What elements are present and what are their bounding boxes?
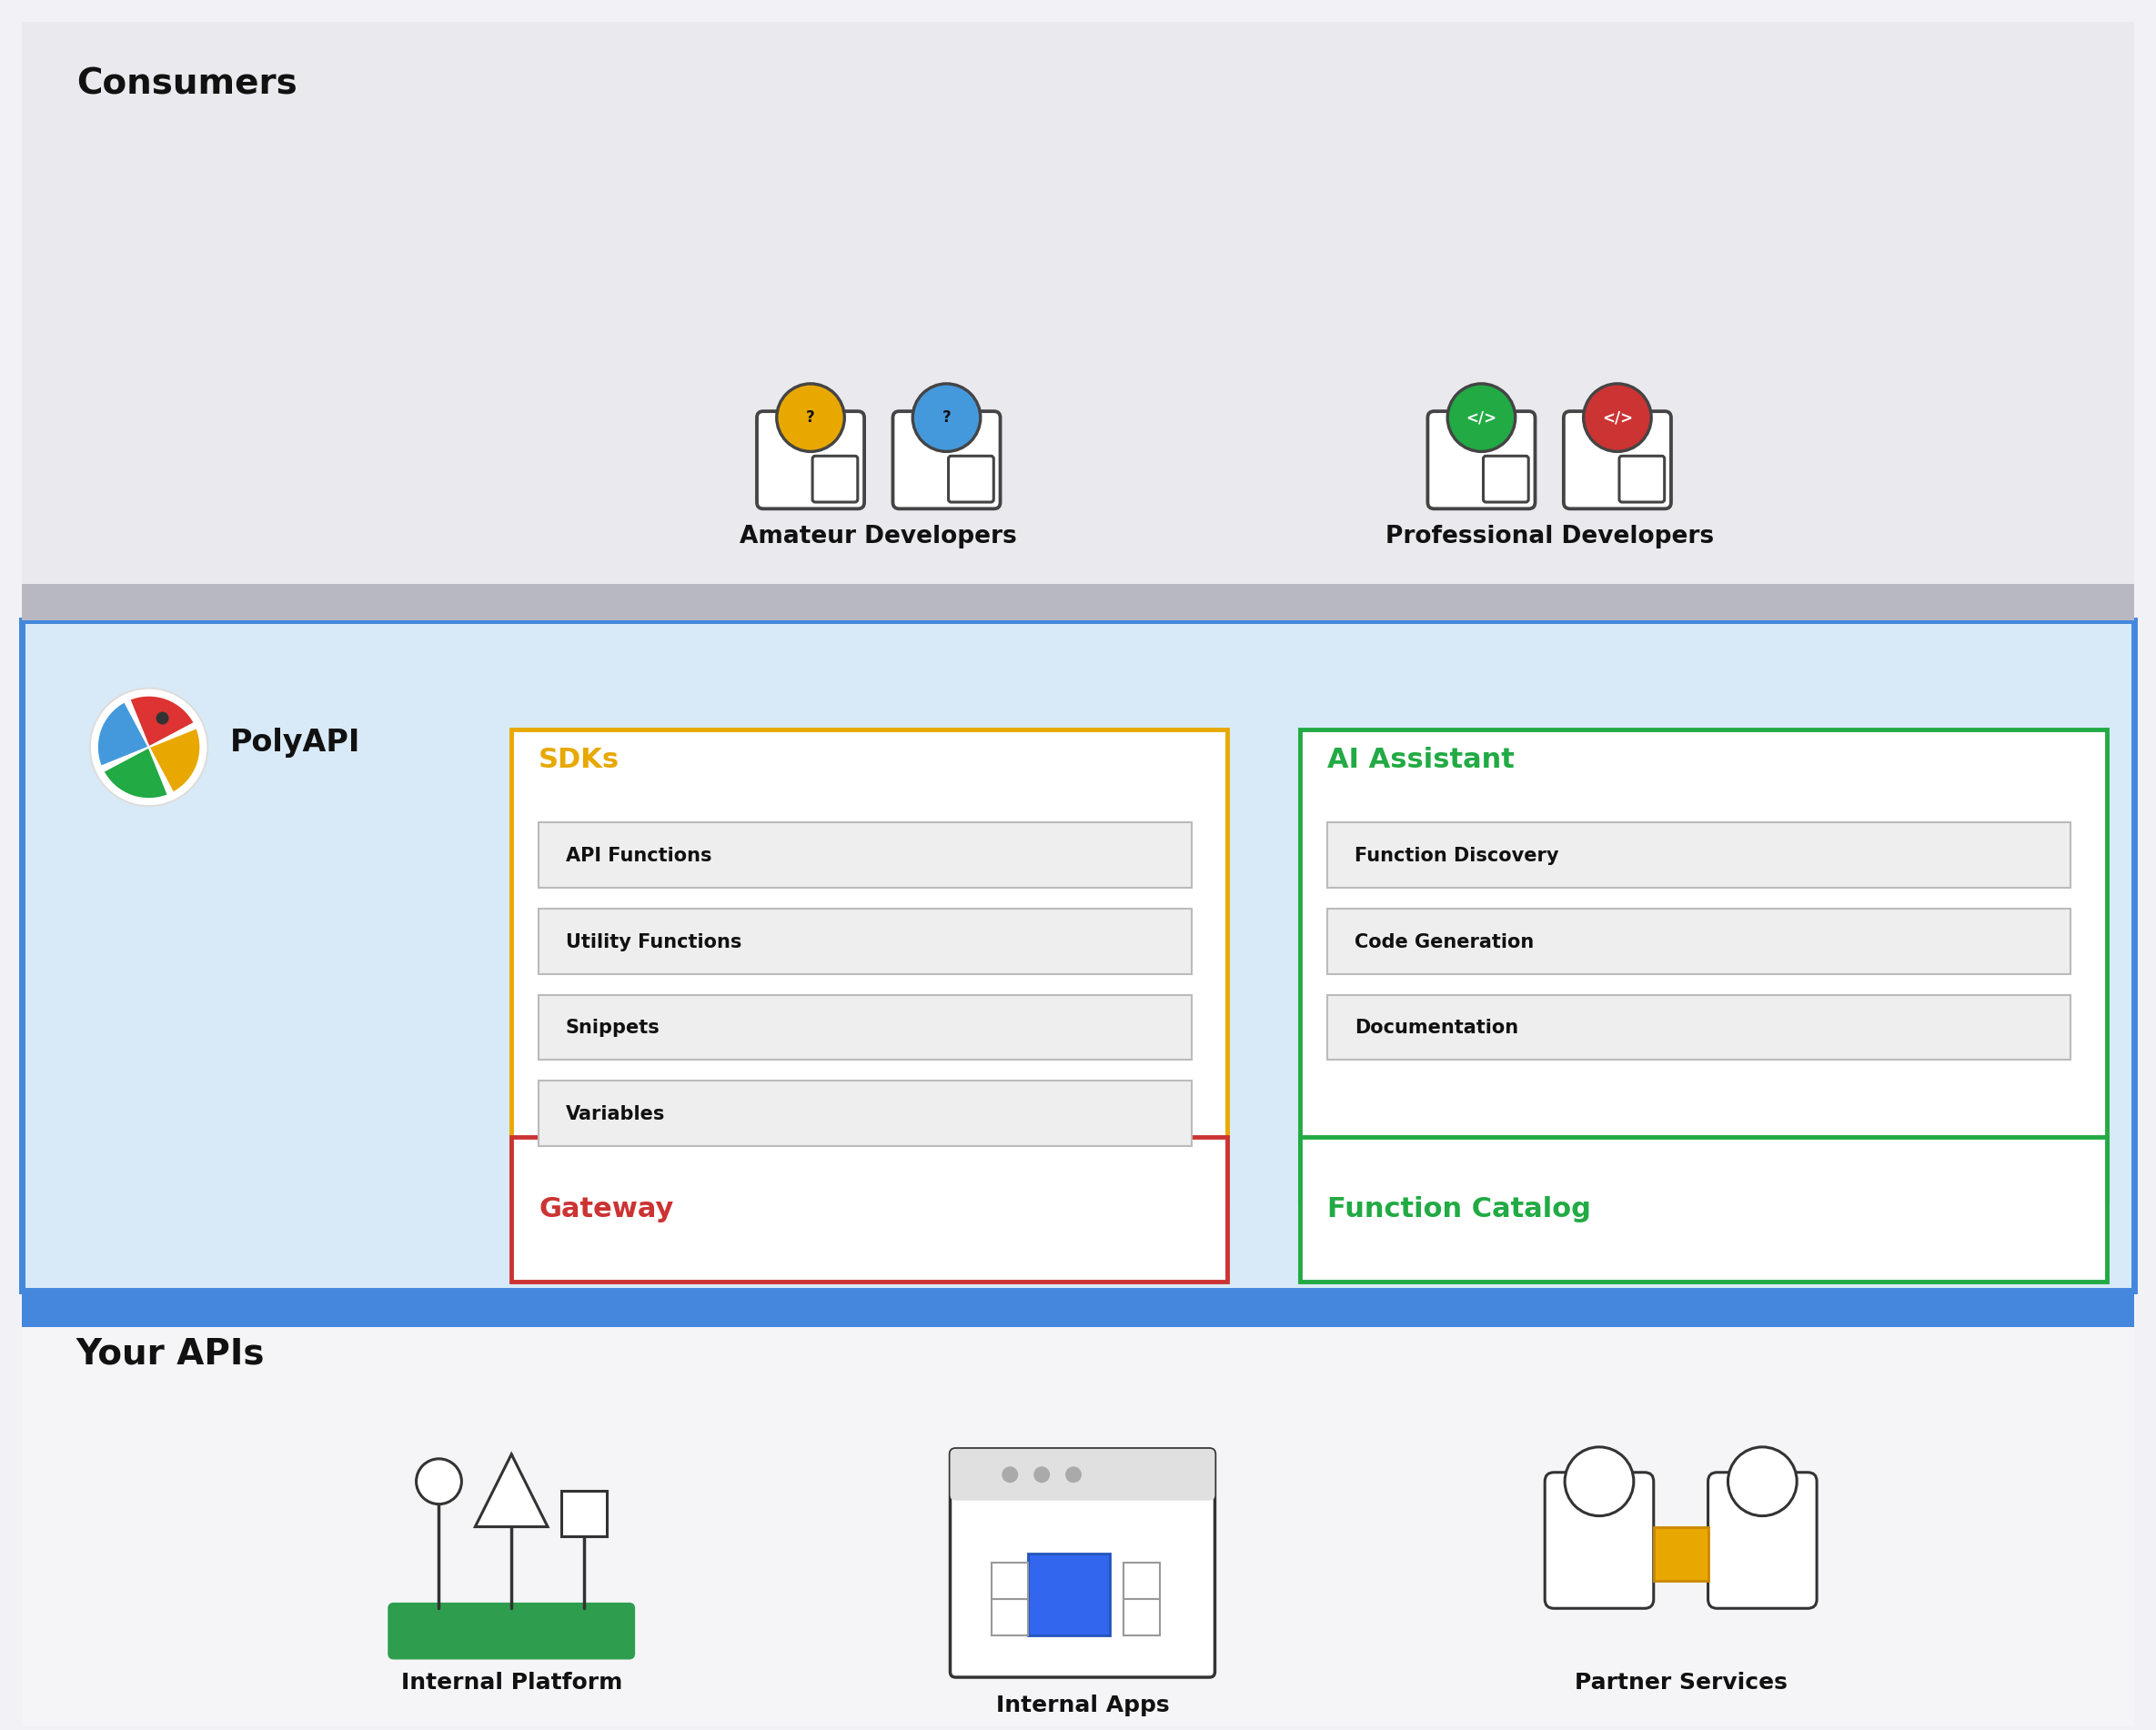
Text: Documentation: Documentation [1354, 1019, 1518, 1038]
FancyBboxPatch shape [951, 1448, 1214, 1500]
FancyBboxPatch shape [1300, 728, 2106, 1201]
Text: ?: ? [942, 410, 951, 426]
Wedge shape [129, 695, 194, 747]
FancyBboxPatch shape [1300, 1137, 2106, 1282]
Circle shape [1583, 384, 1651, 452]
Text: Internal Apps: Internal Apps [996, 1694, 1169, 1716]
Text: </>: </> [1466, 410, 1496, 426]
Text: Snippets: Snippets [565, 1019, 660, 1038]
Text: Function Discovery: Function Discovery [1354, 848, 1559, 865]
Circle shape [912, 384, 981, 452]
Text: Utility Functions: Utility Functions [565, 932, 742, 952]
Circle shape [776, 384, 845, 452]
Text: Amateur Developers: Amateur Developers [740, 524, 1018, 548]
Text: PolyAPI: PolyAPI [231, 728, 360, 758]
Text: AI Assistant: AI Assistant [1328, 747, 1514, 773]
FancyBboxPatch shape [539, 1081, 1192, 1145]
FancyBboxPatch shape [539, 822, 1192, 887]
Text: API Functions: API Functions [565, 848, 711, 865]
FancyBboxPatch shape [1483, 457, 1529, 502]
Wedge shape [97, 702, 149, 766]
Text: </>: </> [1602, 410, 1632, 426]
Text: Your APIs: Your APIs [75, 1336, 265, 1370]
Circle shape [1447, 384, 1516, 452]
FancyBboxPatch shape [539, 995, 1192, 1060]
FancyBboxPatch shape [1328, 908, 2070, 974]
Circle shape [91, 689, 207, 806]
Text: Internal Platform: Internal Platform [401, 1671, 623, 1694]
FancyBboxPatch shape [22, 585, 2134, 621]
FancyBboxPatch shape [955, 1455, 1210, 1495]
FancyBboxPatch shape [813, 457, 858, 502]
FancyBboxPatch shape [22, 22, 2134, 585]
FancyBboxPatch shape [561, 1491, 606, 1536]
FancyBboxPatch shape [1328, 822, 2070, 887]
Text: ?: ? [806, 410, 815, 426]
FancyBboxPatch shape [949, 457, 994, 502]
Circle shape [155, 711, 168, 725]
Circle shape [1033, 1467, 1050, 1483]
Circle shape [1065, 1467, 1082, 1483]
FancyBboxPatch shape [1328, 995, 2070, 1060]
FancyBboxPatch shape [1563, 412, 1671, 509]
Text: Consumers: Consumers [75, 67, 298, 102]
Text: Partner Services: Partner Services [1574, 1671, 1787, 1694]
FancyBboxPatch shape [539, 908, 1192, 974]
Text: Professional Developers: Professional Developers [1384, 524, 1714, 548]
FancyBboxPatch shape [1123, 1562, 1160, 1599]
FancyBboxPatch shape [22, 1291, 2134, 1327]
FancyBboxPatch shape [1123, 1599, 1160, 1635]
FancyBboxPatch shape [22, 1310, 2134, 1727]
FancyBboxPatch shape [1708, 1472, 1818, 1609]
FancyBboxPatch shape [1619, 457, 1664, 502]
Text: Function Catalog: Function Catalog [1328, 1197, 1591, 1223]
Circle shape [1003, 1467, 1018, 1483]
Wedge shape [149, 728, 201, 792]
FancyBboxPatch shape [511, 1137, 1227, 1282]
Circle shape [416, 1458, 461, 1503]
FancyBboxPatch shape [388, 1604, 634, 1659]
Text: Variables: Variables [565, 1105, 666, 1123]
FancyBboxPatch shape [951, 1448, 1214, 1678]
Circle shape [1565, 1446, 1634, 1515]
FancyBboxPatch shape [893, 412, 1000, 509]
Circle shape [1727, 1446, 1796, 1515]
FancyBboxPatch shape [1654, 1528, 1708, 1581]
FancyBboxPatch shape [992, 1562, 1028, 1599]
FancyBboxPatch shape [22, 621, 2134, 1291]
FancyBboxPatch shape [1028, 1554, 1110, 1635]
Text: Gateway: Gateway [539, 1197, 673, 1223]
Text: Code Generation: Code Generation [1354, 932, 1533, 952]
FancyBboxPatch shape [511, 728, 1227, 1201]
FancyBboxPatch shape [1427, 412, 1535, 509]
Wedge shape [103, 747, 168, 799]
Polygon shape [474, 1455, 548, 1528]
FancyBboxPatch shape [992, 1599, 1028, 1635]
FancyBboxPatch shape [757, 412, 865, 509]
Text: SDKs: SDKs [539, 747, 619, 773]
FancyBboxPatch shape [1546, 1472, 1654, 1609]
